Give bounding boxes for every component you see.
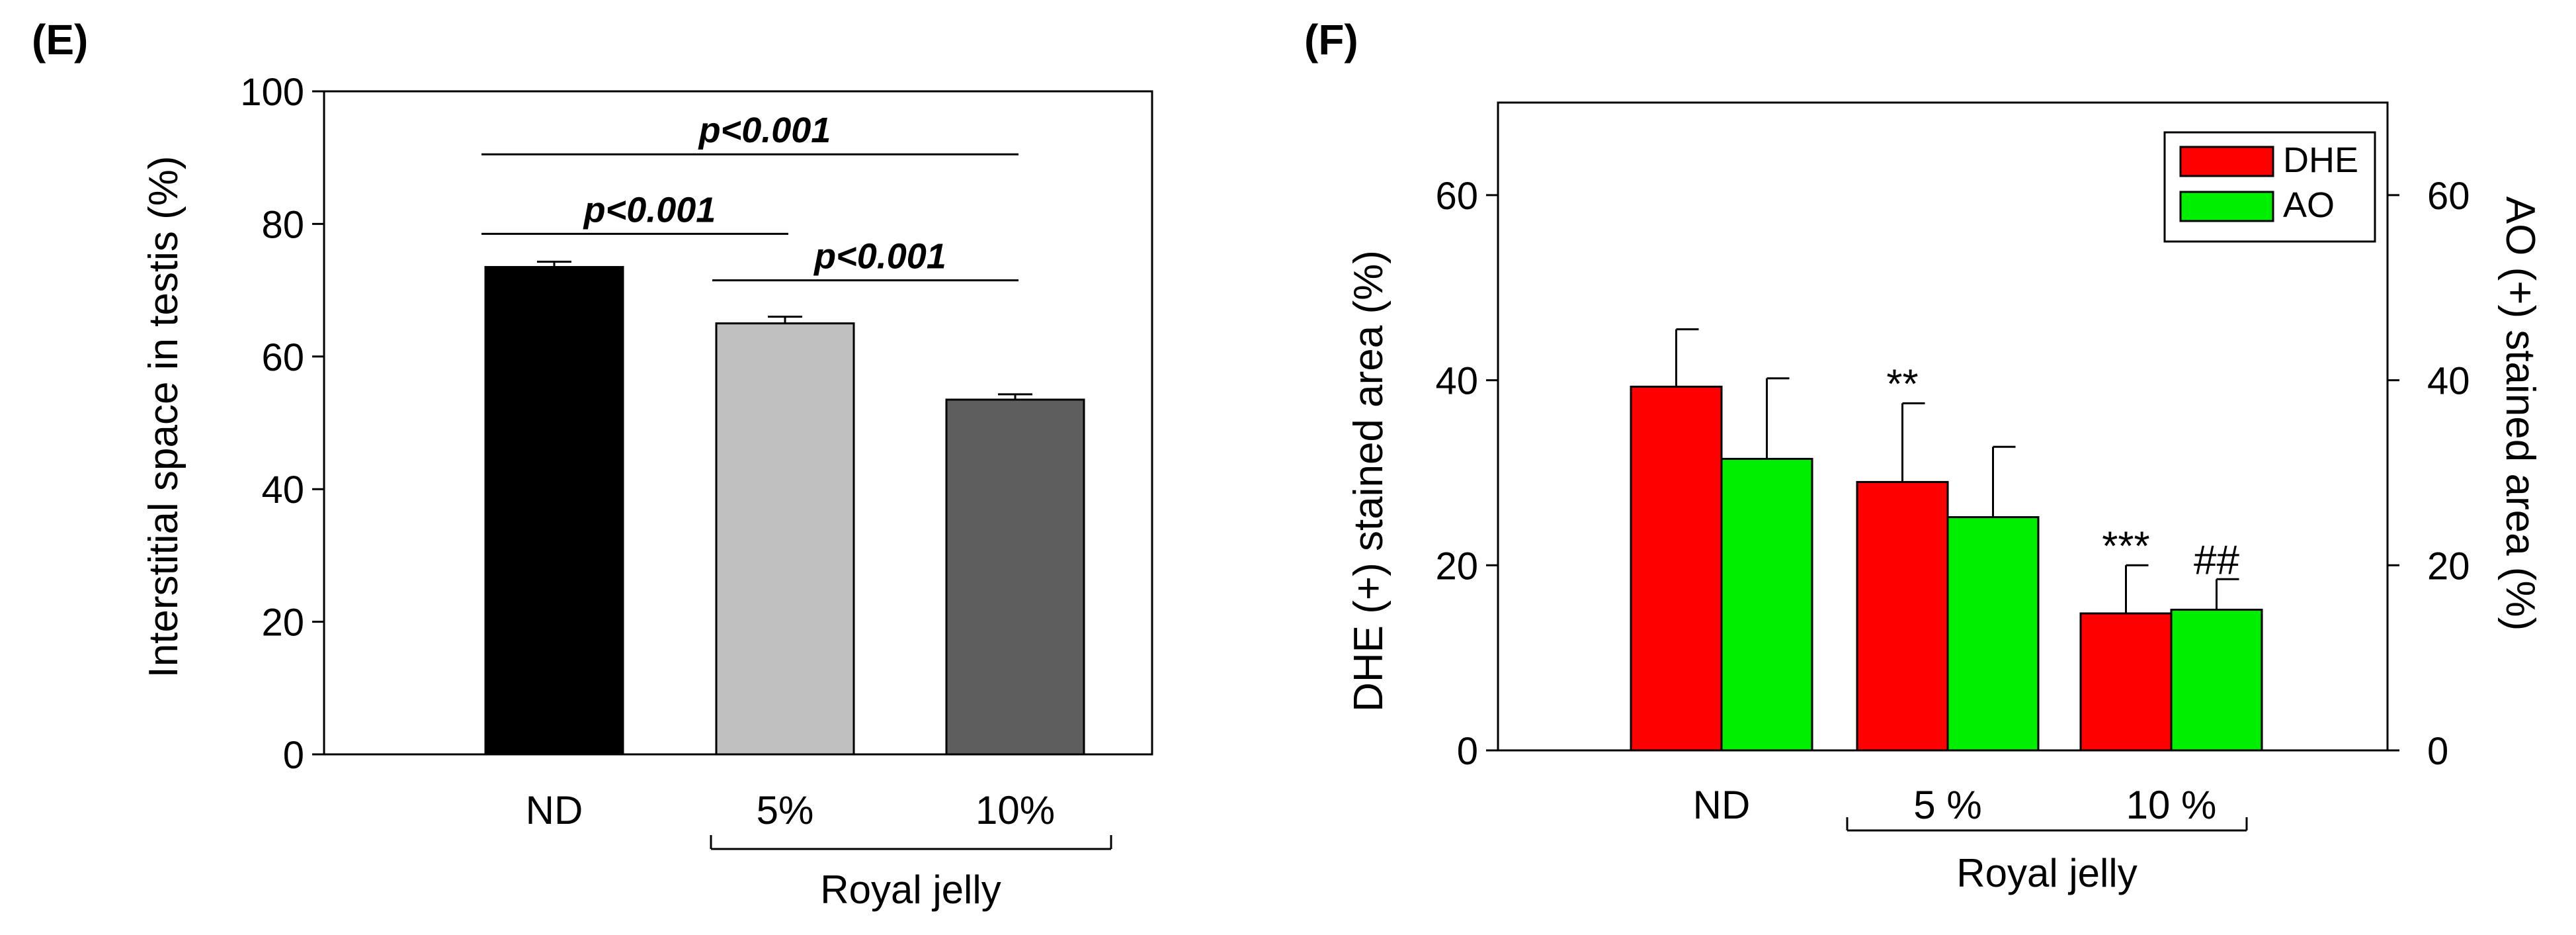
panel-f-legend: DHE AO <box>2163 131 2376 243</box>
panel-e-group-label: Royal jelly <box>820 868 1001 912</box>
panel-f-bar-ao <box>2170 608 2263 752</box>
panel-e-bar <box>715 322 855 756</box>
panel-f-bar-ao <box>1946 516 2040 752</box>
panel-f-x-tick-label: 5 % <box>1913 783 1981 827</box>
panel-e-y-tick-label: 20 <box>261 601 304 645</box>
panel-f-right-y-tick-label: 0 <box>2427 730 2448 773</box>
panel-e-y-tick-label: 80 <box>261 203 304 246</box>
panel-f-label: (F) <box>1304 16 1358 64</box>
panel-e-y-tick-label: 0 <box>283 734 304 777</box>
panel-f-legend-swatch-ao <box>2179 191 2274 222</box>
panel-f-y-tick-label: 40 <box>1435 360 1478 403</box>
panel-e-significance-label: p<0.001 <box>813 237 946 277</box>
panel-f-bar-ao <box>1720 457 1813 752</box>
panel-f-bar-dhe <box>2079 612 2173 752</box>
panel-f-y-tick-label: 20 <box>1435 545 1478 588</box>
panel-e: (E) 0 20 40 60 80 100 ND 5% 10% p<0.001 p<0.001 p<0… <box>32 16 1153 912</box>
panel-e-y-axis-label: Interstitial space in testis (%) <box>141 156 187 678</box>
panel-e-x-tick-label: 5% <box>757 788 814 832</box>
panel-f-significance-mark: ## <box>2194 537 2239 583</box>
panel-f-right-y-tick-label: 20 <box>2427 545 2470 588</box>
panel-e-y-tick-label: 60 <box>261 336 304 379</box>
panel-f-right-y-axis-label: AO (+) stained area (%) <box>2497 197 2543 631</box>
panel-f-significance-mark: ** <box>1886 362 1918 408</box>
panel-e-significance-label: p<0.001 <box>698 111 831 150</box>
panel-f-plot: 0 0 20 20 40 40 60 60 ND ** 5 % *** ## 10 % <box>1435 101 2470 827</box>
panel-f-y-axis-label: DHE (+) stained area (%) <box>1346 250 1392 712</box>
panel-e-bar <box>484 266 624 756</box>
panel-e-significance-label: p<0.001 <box>583 190 716 230</box>
panel-e-x-tick-label: ND <box>526 788 583 832</box>
panel-f-significance-mark: *** <box>2102 523 2149 569</box>
panel-f-legend-label: AO <box>2283 185 2335 225</box>
panel-e-y-tick-label: 100 <box>240 71 304 114</box>
panel-f-legend-swatch-dhe <box>2179 146 2274 177</box>
panel-e-y-tick-label: 40 <box>261 468 304 512</box>
panel-f-y-tick-label: 60 <box>1435 175 1478 218</box>
panel-f-bar-dhe <box>1630 385 1723 752</box>
panel-f-x-tick-label: ND <box>1693 783 1751 827</box>
panel-f-x-tick-label: 10 % <box>2126 783 2217 827</box>
panel-f-bar-dhe <box>1856 480 1949 752</box>
panel-f-y-tick-label: 0 <box>1457 730 1478 773</box>
panel-e-plot: 0 20 40 60 80 100 ND 5% 10% p<0.001 p<0.001 p<0.001 <box>240 71 1153 832</box>
panel-e-label: (E) <box>32 16 88 64</box>
panel-e-bar <box>945 398 1085 756</box>
panel-f-group-label: Royal jelly <box>1956 851 2137 895</box>
panel-f-right-y-tick-label: 60 <box>2427 175 2470 218</box>
panel-f-legend-label: DHE <box>2283 140 2358 180</box>
panel-f: (F) 0 0 20 20 40 40 60 60 ND ** 5 % *** ## 10 % DHE (… <box>1304 16 2543 895</box>
panel-f-right-y-tick-label: 40 <box>2427 360 2470 403</box>
panel-e-x-tick-label: 10% <box>976 788 1055 832</box>
